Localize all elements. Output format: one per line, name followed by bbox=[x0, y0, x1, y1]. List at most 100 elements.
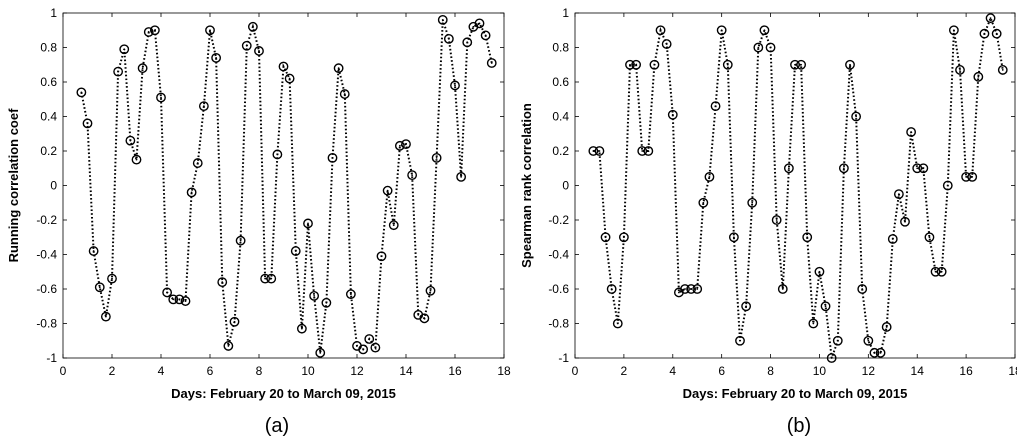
data-point-center bbox=[490, 62, 493, 64]
data-point bbox=[186, 187, 197, 198]
data-point bbox=[961, 171, 972, 182]
y-tick-label: -0.2 bbox=[36, 213, 57, 227]
data-point-center bbox=[349, 293, 352, 296]
data-point-center bbox=[677, 291, 680, 294]
data-point-center bbox=[209, 29, 211, 32]
data-point-center bbox=[104, 315, 107, 318]
data-point bbox=[394, 140, 405, 151]
data-point bbox=[376, 251, 387, 262]
data-point bbox=[235, 235, 246, 246]
data-point bbox=[814, 266, 825, 277]
data-point-center bbox=[775, 219, 778, 221]
data-point-center bbox=[842, 167, 845, 170]
x-tick-label: 14 bbox=[911, 364, 925, 378]
y-tick-label: 0.6 bbox=[40, 75, 57, 89]
x-tick-label: 10 bbox=[301, 364, 315, 378]
data-point bbox=[973, 71, 984, 82]
data-point-center bbox=[282, 65, 285, 68]
data-point-center bbox=[934, 270, 937, 273]
data-point-center bbox=[141, 67, 144, 70]
data-point bbox=[260, 273, 271, 284]
data-point bbox=[388, 220, 399, 231]
data-point-center bbox=[861, 288, 864, 290]
data-point-center bbox=[153, 29, 156, 32]
data-point bbox=[661, 39, 672, 49]
data-point-center bbox=[313, 295, 316, 297]
data-point-center bbox=[830, 357, 833, 359]
data-point-center bbox=[971, 175, 974, 178]
y-tick-label: 0.2 bbox=[552, 144, 569, 158]
data-point-center bbox=[812, 322, 815, 325]
data-point bbox=[113, 66, 124, 77]
data-point-center bbox=[995, 32, 998, 35]
data-point bbox=[777, 284, 788, 294]
data-point bbox=[296, 323, 307, 334]
data-point-center bbox=[202, 105, 205, 108]
data-point bbox=[107, 273, 117, 284]
data-point-center bbox=[166, 291, 169, 294]
data-point bbox=[900, 216, 910, 227]
data-point bbox=[211, 52, 222, 63]
x-tick-label: 4 bbox=[158, 364, 165, 378]
y-tick-label: -0.8 bbox=[36, 317, 57, 331]
data-point-center bbox=[946, 184, 949, 187]
data-point-center bbox=[417, 313, 420, 316]
data-point bbox=[382, 185, 393, 196]
data-point-center bbox=[429, 289, 432, 292]
data-point bbox=[94, 282, 105, 293]
data-point bbox=[143, 27, 154, 37]
data-point bbox=[881, 322, 892, 332]
data-point bbox=[486, 58, 497, 68]
data-point-center bbox=[885, 326, 888, 328]
data-point bbox=[266, 273, 277, 284]
data-point bbox=[474, 18, 485, 29]
data-point-center bbox=[959, 69, 961, 71]
data-point-center bbox=[622, 236, 625, 239]
data-point bbox=[918, 163, 929, 174]
y-axis-title: Running correlation coef bbox=[6, 108, 21, 263]
data-point-center bbox=[123, 48, 126, 51]
data-point bbox=[704, 171, 715, 182]
x-tick-label: 16 bbox=[448, 364, 462, 378]
data-point bbox=[710, 101, 721, 112]
data-point bbox=[407, 170, 418, 181]
chart-panel-2: 0 2 4 6 8 10 12 14 16 18 1 0.8 0.6 0.4 0.2 0 -0.2 -0.4 -0.… bbox=[519, 6, 1017, 437]
y-tick-label: -0.8 bbox=[548, 317, 569, 331]
data-point-center bbox=[245, 44, 248, 47]
data-point bbox=[765, 42, 776, 53]
data-point-center bbox=[325, 301, 328, 304]
data-point-center bbox=[239, 239, 242, 242]
x-tick-label: 6 bbox=[207, 364, 214, 378]
data-point-center bbox=[386, 189, 389, 192]
data-point bbox=[979, 28, 990, 39]
data-point-center bbox=[300, 327, 303, 330]
data-point bbox=[431, 152, 442, 163]
data-point bbox=[119, 44, 130, 55]
y-tick-label: 0.8 bbox=[552, 41, 569, 55]
data-point-center bbox=[690, 288, 693, 290]
data-point bbox=[838, 163, 849, 174]
data-point bbox=[192, 158, 203, 168]
data-point-center bbox=[129, 139, 132, 142]
x-tick-label: 8 bbox=[256, 364, 263, 378]
data-point-center bbox=[343, 93, 346, 95]
y-tick-label: 0.8 bbox=[40, 41, 57, 55]
data-point-center bbox=[270, 277, 273, 280]
data-point bbox=[820, 301, 831, 312]
x-tick-label: 18 bbox=[497, 364, 511, 378]
data-point-center bbox=[952, 29, 955, 32]
x-axis-title: Days: February 20 to March 09, 2015 bbox=[683, 386, 908, 401]
data-point bbox=[997, 65, 1008, 75]
data-point-center bbox=[891, 238, 894, 240]
data-point-center bbox=[849, 63, 851, 66]
data-point-center bbox=[714, 105, 717, 108]
data-point bbox=[783, 163, 794, 174]
data-point-center bbox=[454, 84, 456, 87]
data-point bbox=[137, 63, 148, 74]
data-point bbox=[450, 80, 460, 91]
data-point-center bbox=[665, 43, 668, 45]
data-point bbox=[437, 14, 448, 25]
data-point-center bbox=[659, 29, 662, 32]
data-point bbox=[869, 347, 880, 358]
